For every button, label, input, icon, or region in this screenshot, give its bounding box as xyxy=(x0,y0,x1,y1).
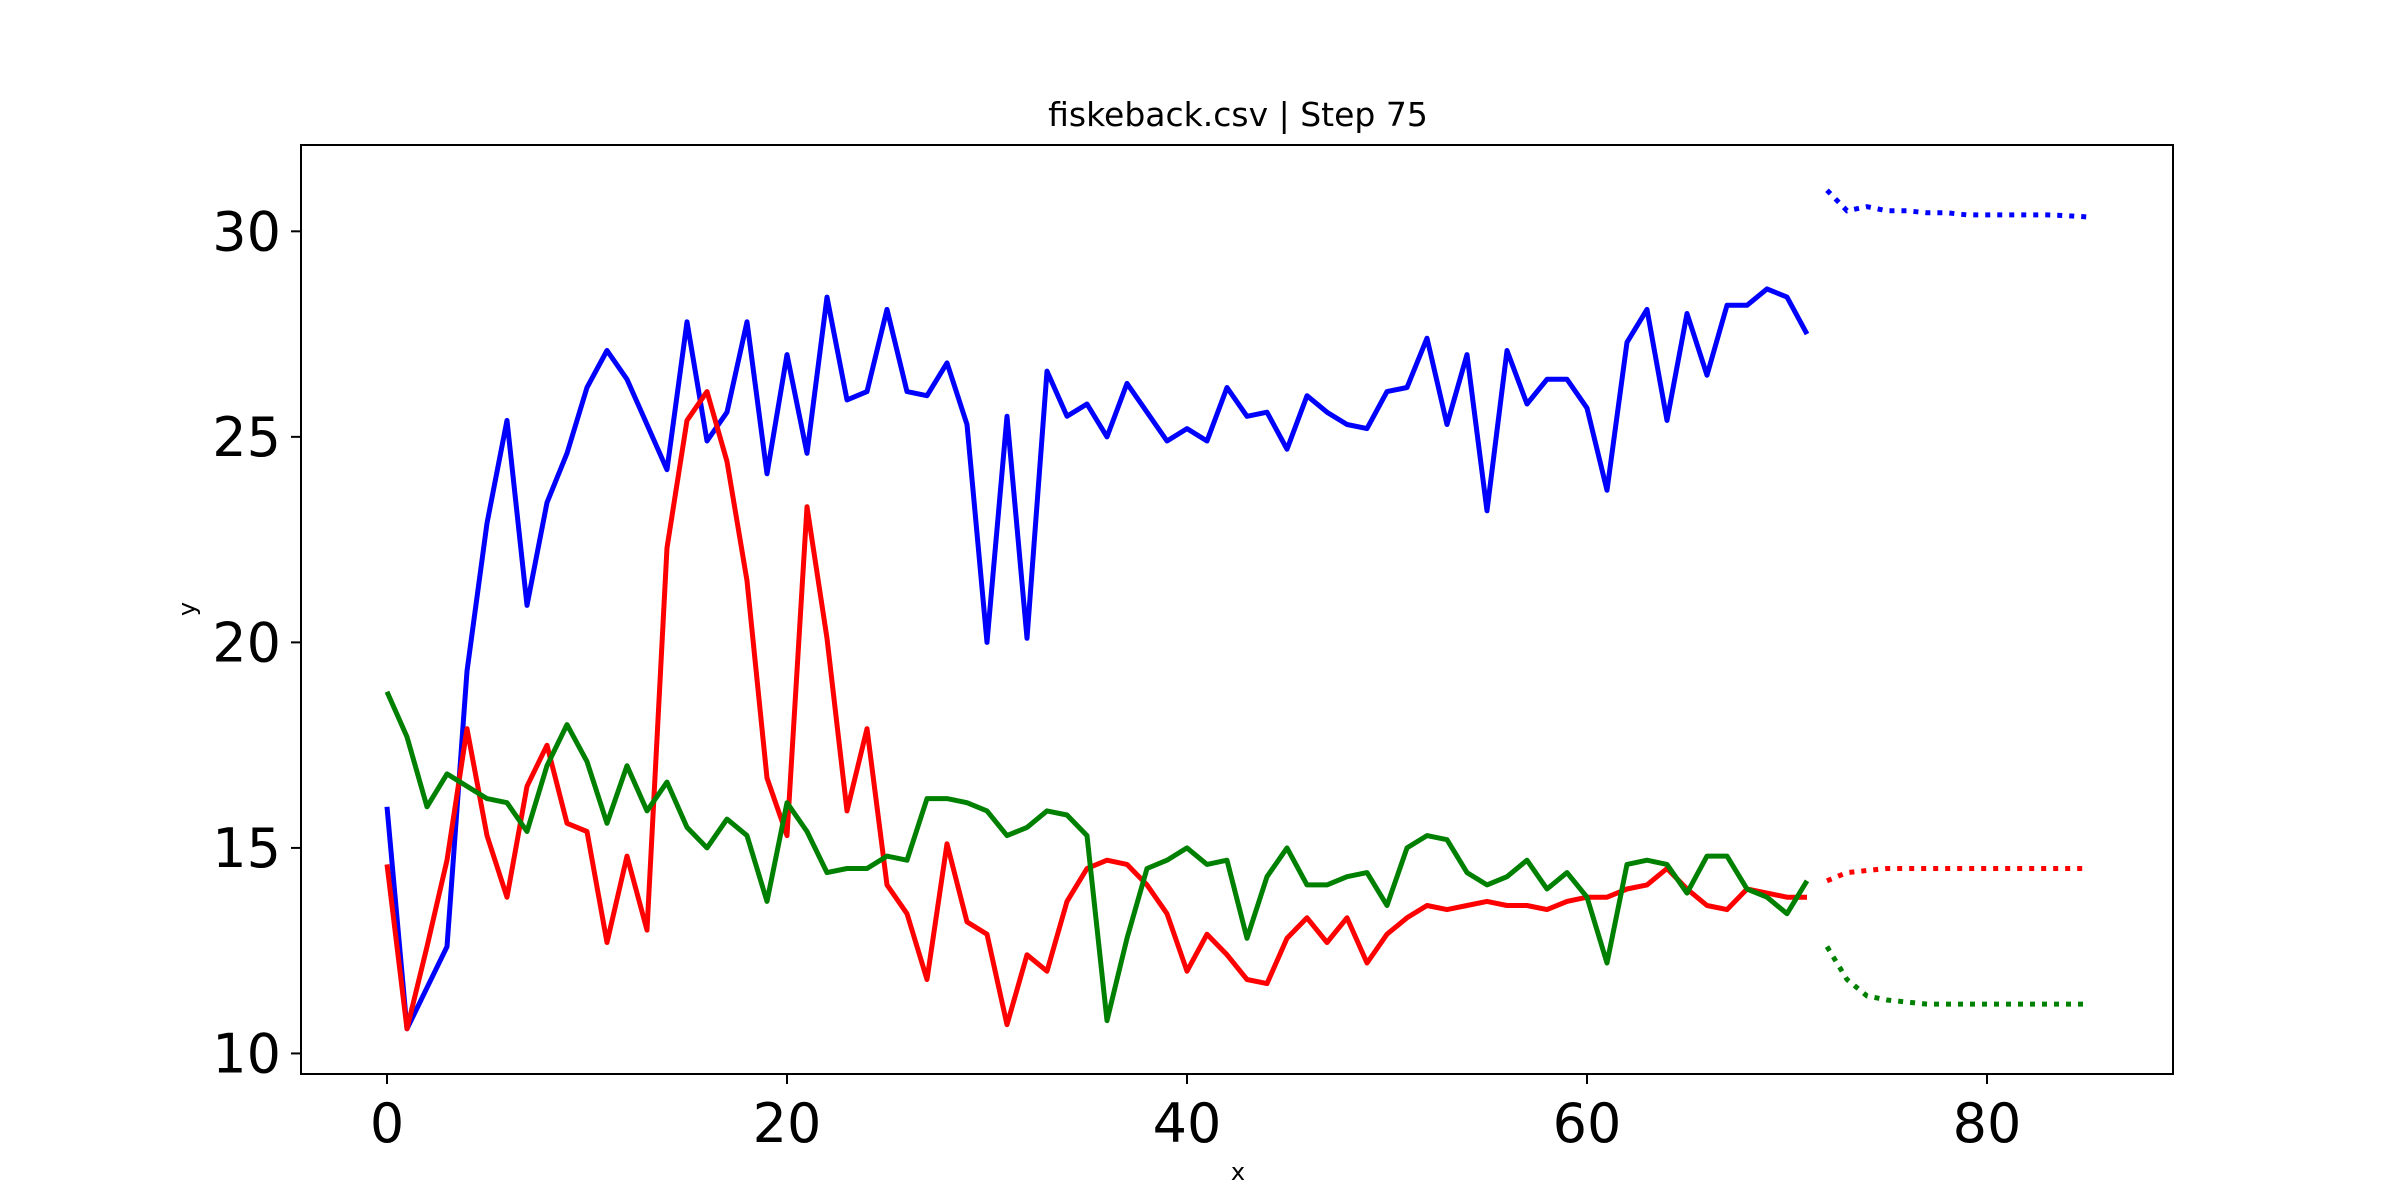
y-tick-label: 20 xyxy=(212,611,281,674)
series-layer xyxy=(384,188,2088,1032)
x-tick-label: 80 xyxy=(1953,1092,2022,1155)
series-line-2 xyxy=(384,690,1810,1024)
y-axis: 10 15 20 25 30 xyxy=(212,200,301,1085)
y-tick-label: 25 xyxy=(212,406,281,469)
x-axis: 0 20 40 60 80 xyxy=(370,1074,2022,1155)
y-tick-label: 30 xyxy=(212,200,281,263)
x-tick-label: 60 xyxy=(1553,1092,1622,1155)
chart-title: fiskeback.csv | Step 75 xyxy=(1048,95,1428,134)
series-line-1 xyxy=(384,389,1807,1032)
forecast-line-5 xyxy=(1824,945,2087,1007)
y-tick-label: 15 xyxy=(212,817,281,880)
plot-frame xyxy=(300,144,2174,1075)
x-tick-label: 0 xyxy=(370,1092,404,1155)
x-tick-label: 20 xyxy=(753,1092,822,1155)
x-axis-label: x xyxy=(1231,1158,1245,1186)
forecast-line-4 xyxy=(1826,866,2087,884)
y-tick-label: 10 xyxy=(212,1022,281,1085)
forecast-line-3 xyxy=(1825,188,2088,220)
series-line-0 xyxy=(384,286,1810,1032)
x-tick-label: 40 xyxy=(1153,1092,1222,1155)
y-axis-label: y xyxy=(173,602,201,616)
